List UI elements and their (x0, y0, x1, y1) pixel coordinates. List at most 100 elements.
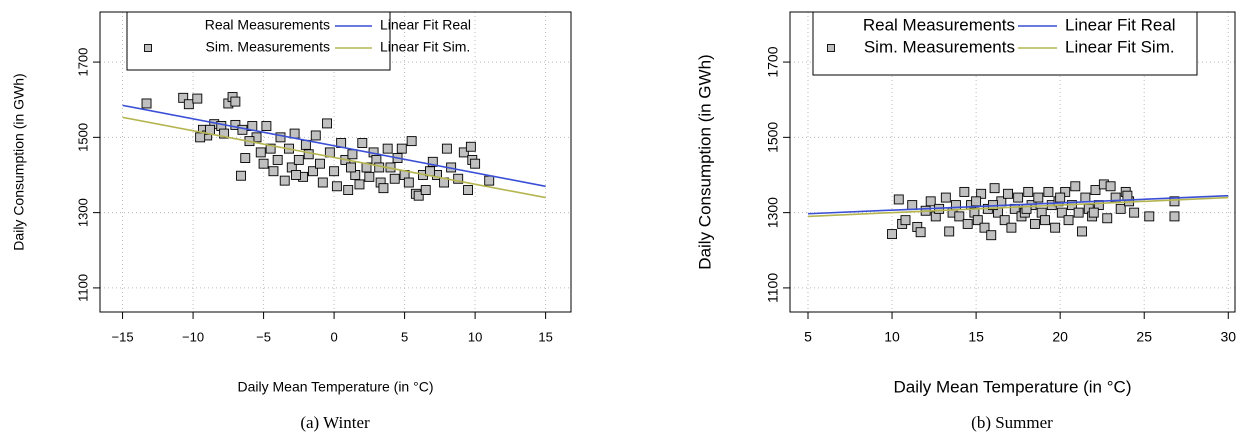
point (331, 181, 342, 192)
point (940, 192, 951, 203)
point (484, 175, 495, 186)
y-tick-label: 1100 (75, 274, 90, 302)
y-tick-label: 1300 (765, 197, 781, 228)
point (1122, 190, 1133, 201)
x-tick-label: 10 (468, 329, 482, 344)
point (893, 194, 904, 205)
point (275, 132, 286, 143)
point (236, 170, 246, 181)
point (979, 222, 990, 233)
point (1050, 222, 1061, 233)
point (230, 96, 241, 107)
point (1073, 207, 1084, 218)
point (441, 143, 452, 154)
point (1088, 207, 1099, 218)
y-tick-label: 1700 (765, 46, 781, 77)
point (458, 147, 469, 158)
point (1056, 207, 1067, 218)
y-axis-label: Daily Consumption (in GWh) (11, 73, 27, 250)
point (1169, 196, 1180, 207)
point (293, 154, 304, 165)
point (989, 183, 1000, 194)
point (1129, 207, 1140, 218)
point (1102, 213, 1113, 224)
point (1169, 211, 1180, 222)
x-tick-label: 15 (968, 329, 984, 345)
point (279, 175, 290, 186)
point (406, 136, 417, 147)
point (317, 177, 328, 188)
x-tick-label: −15 (112, 329, 134, 344)
x-axis-label: Daily Mean Temperature (in °C) (894, 377, 1132, 396)
point (382, 143, 393, 154)
y-axis-label: Daily Consumption (in GWh) (695, 54, 714, 269)
point (972, 215, 983, 226)
chart: 5 10 15 20 25 30 1100 1300 1500 1700 Real Measurem… (695, 11, 1236, 432)
x-tick-label: 5 (401, 329, 408, 344)
point (310, 130, 321, 141)
point (258, 158, 269, 169)
point (346, 162, 356, 173)
point (357, 138, 368, 148)
point (389, 173, 400, 184)
point (1070, 181, 1081, 192)
point (1023, 186, 1034, 197)
point (453, 173, 464, 184)
point (900, 215, 911, 226)
y-tick-label: 1700 (75, 48, 90, 77)
legend-label: Real Measurements (863, 15, 1015, 34)
legend-marker (827, 44, 835, 52)
point (178, 92, 189, 103)
caption: (a) Winter (300, 413, 370, 432)
point (1080, 192, 1091, 203)
point (255, 147, 266, 158)
point (1040, 215, 1050, 226)
point (887, 229, 897, 240)
point (413, 190, 424, 201)
point (315, 158, 325, 169)
y-tick-label: 1300 (75, 198, 90, 227)
legend-label: Sim. Measurements (206, 39, 330, 55)
point (322, 118, 332, 129)
point (1060, 186, 1071, 197)
legend-label: Sim. Measurements (864, 37, 1015, 56)
point (915, 227, 926, 238)
point (141, 98, 152, 109)
x-tick-label: 30 (1220, 329, 1236, 345)
point (195, 132, 206, 143)
point (907, 200, 918, 211)
point (465, 141, 476, 152)
point (1029, 218, 1040, 229)
point (289, 128, 300, 139)
point (192, 93, 203, 104)
point (183, 99, 194, 110)
point (303, 149, 314, 160)
point (272, 154, 283, 165)
point (1033, 192, 1044, 203)
point (237, 124, 248, 135)
point (307, 166, 318, 177)
x-tick-label: 0 (330, 329, 337, 344)
legend-label: Linear Fit Sim. (1065, 37, 1175, 56)
point (1013, 192, 1024, 203)
point (268, 166, 279, 177)
point (1003, 188, 1013, 199)
point (364, 171, 375, 182)
x-tick-label: 10 (884, 329, 900, 345)
point (396, 143, 407, 154)
point (1055, 192, 1066, 203)
x-tick-label: 5 (804, 329, 812, 345)
point (959, 186, 970, 197)
point (971, 196, 982, 207)
point (219, 128, 230, 139)
point (999, 215, 1010, 226)
point (986, 230, 997, 241)
point (347, 149, 358, 160)
point (261, 121, 272, 132)
x-axis-label: Daily Mean Temperature (in °C) (238, 379, 434, 395)
legend-marker (144, 44, 152, 52)
point (240, 153, 251, 163)
point (329, 166, 340, 177)
x-tick-label: −5 (256, 329, 271, 344)
